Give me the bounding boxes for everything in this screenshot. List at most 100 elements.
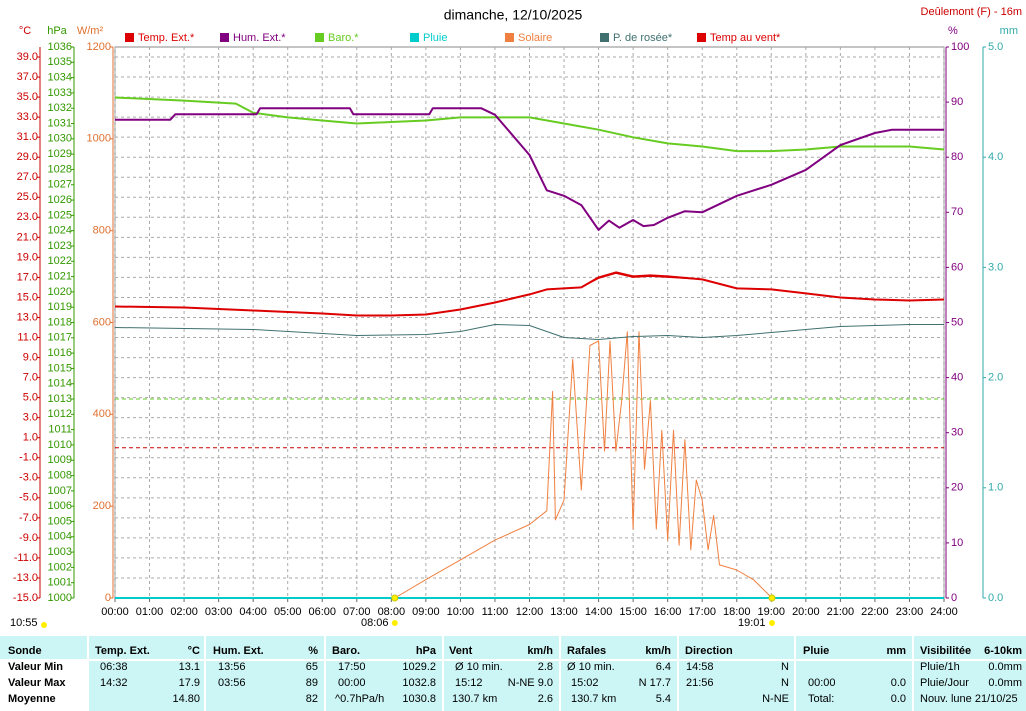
y-tick-label: -11.0 (14, 552, 38, 564)
y-tick-label: 1035 (48, 56, 72, 68)
y-tick-label: 1031 (48, 117, 72, 129)
table-cell: Ø 10 min. (567, 661, 615, 673)
y-tick-label: 1003 (48, 546, 72, 558)
y-tick-label: 29.0 (17, 151, 38, 163)
table-header: °C (188, 645, 200, 657)
table-header: Temp. Ext. (95, 645, 150, 657)
y-tick-label: 1014 (48, 378, 72, 390)
x-tick-label: 13:00 (550, 606, 578, 618)
legend-label: Hum. Ext.* (233, 32, 286, 44)
legend-label: Temp au vent* (710, 32, 781, 44)
y-tick-label: -15.0 (13, 592, 38, 604)
y-tick-label: 1009 (48, 454, 72, 466)
x-tick-label: 22:00 (861, 606, 889, 618)
table-cell: 0.0 (891, 693, 906, 705)
y-tick-label: 5.0 (988, 41, 1003, 53)
y-tick-label: 90 (951, 96, 963, 108)
table-cell: 65 (306, 661, 318, 673)
y-tick-label: 1010 (48, 439, 72, 451)
sun-time: 08:06 (361, 617, 389, 629)
y-tick-label: 1.0 (23, 432, 38, 444)
y-tick-label: 1018 (48, 316, 72, 328)
y-tick-label: 1022 (48, 255, 72, 267)
y-tick-label: 1020 (48, 286, 72, 298)
table-cell: 0.0mm (988, 661, 1022, 673)
y-tick-label: 1016 (48, 347, 72, 359)
y-tick-label: 21.0 (17, 231, 38, 243)
table-cell: 17:50 (338, 661, 366, 673)
table-cell: 06:38 (100, 661, 128, 673)
y-tick-label: 1015 (48, 362, 72, 374)
y-tick-label: 1028 (48, 163, 72, 175)
y-tick-label: 1008 (48, 469, 72, 481)
table-header: Direction (685, 645, 733, 657)
table-cell: 130.7 km (452, 693, 497, 705)
y-tick-label: 600 (93, 316, 111, 328)
current-time-dot (41, 622, 47, 628)
x-tick-label: 23:00 (896, 606, 924, 618)
axis-unit: W/m² (77, 25, 104, 37)
y-tick-label: 0 (951, 592, 957, 604)
y-tick-label: -5.0 (19, 492, 38, 504)
table-cell: 00:00 (808, 677, 836, 689)
y-tick-label: 1002 (48, 561, 72, 573)
x-tick-label: 09:00 (412, 606, 440, 618)
y-tick-label: 1001 (48, 577, 72, 589)
table-header: Vent (449, 645, 473, 657)
sun-marker-bottom (391, 620, 398, 626)
y-tick-label: 11.0 (17, 331, 38, 343)
table-cell: 1030.8 (402, 693, 436, 705)
y-tick-label: 60 (951, 261, 963, 273)
table-cell: Valeur Max (8, 677, 66, 689)
table-cell: 89 (306, 677, 318, 689)
table-header: Visibilitée (920, 645, 971, 657)
y-tick-label: 800 (93, 225, 111, 237)
table-cell: Pluie/Jour (920, 677, 969, 689)
x-tick-label: 18:00 (723, 606, 751, 618)
table-header: hPa (416, 645, 437, 657)
table-cell: 14:32 (100, 677, 128, 689)
legend-label: Solaire (518, 32, 552, 44)
table-cell: Pluie/1h (920, 661, 960, 673)
table-background (0, 636, 1026, 711)
axis-unit: mm (1000, 25, 1018, 37)
y-tick-label: 1030 (48, 133, 72, 145)
x-tick-label: 00:00 (101, 606, 129, 618)
sun-marker (391, 594, 399, 602)
table-cell: 5.4 (656, 693, 671, 705)
table-cell: Total: (808, 693, 834, 705)
series-line (114, 324, 944, 340)
y-tick-label: 1032 (48, 102, 72, 114)
table-header: Pluie (803, 645, 829, 657)
x-tick-label: 10:00 (447, 606, 475, 618)
table-cell: 14.80 (172, 693, 200, 705)
x-tick-label: 17:00 (688, 606, 716, 618)
table-cell: 82 (306, 693, 318, 705)
table-cell: 2.8 (538, 661, 553, 673)
table-cell: 00:00 (338, 677, 366, 689)
y-tick-label: 33.0 (17, 111, 38, 123)
table-cell: 0.0mm (988, 677, 1022, 689)
y-tick-label: 50 (951, 316, 963, 328)
y-tick-label: 1005 (48, 515, 72, 527)
y-tick-label: 1025 (48, 209, 72, 221)
y-tick-label: 70 (951, 206, 963, 218)
y-tick-label: 25.0 (17, 191, 38, 203)
y-tick-label: 1029 (48, 148, 72, 160)
table-cell: 13:56 (218, 661, 246, 673)
y-tick-label: 30 (951, 427, 963, 439)
legend-label: Baro.* (328, 32, 359, 44)
axis-unit: hPa (47, 25, 67, 37)
y-tick-label: 5.0 (23, 392, 38, 404)
table-cell: 15:12 (455, 677, 483, 689)
y-tick-label: 1019 (48, 301, 72, 313)
table-header: Rafales (567, 645, 606, 657)
current-time: 10:55 (10, 617, 38, 629)
x-tick-label: 12:00 (516, 606, 544, 618)
legend-swatch (125, 33, 134, 42)
y-tick-label: 7.0 (23, 372, 38, 384)
y-tick-label: 1024 (48, 225, 72, 237)
y-tick-label: 23.0 (17, 211, 38, 223)
legend-label: Temp. Ext.* (138, 32, 195, 44)
